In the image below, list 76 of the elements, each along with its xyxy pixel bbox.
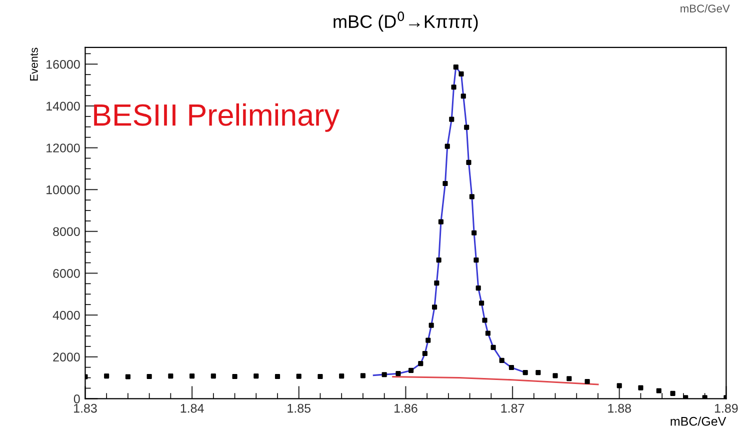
point [490,344,496,350]
x-tick-label: 1.87 [501,404,524,413]
point [670,390,676,396]
y-tick-label: 4000 [52,310,80,320]
point [458,71,464,76]
point [418,361,424,366]
x-tick-label: 1.86 [394,404,418,413]
point [190,374,195,379]
point [479,300,484,306]
y-tick-label: 12000 [46,144,80,152]
point [296,374,302,379]
point [522,370,528,376]
point [318,374,323,380]
y-tick-label: 16000 [46,60,80,69]
point [436,258,442,263]
point [474,258,479,263]
point [422,350,428,356]
x-tick-label: 1.84 [180,404,204,413]
point [146,374,152,380]
point [274,374,280,380]
point [683,395,688,399]
point [702,395,708,399]
point [469,194,474,200]
point [396,371,401,376]
y-tick-label: 6000 [53,269,80,278]
point [584,379,590,384]
point [566,376,572,382]
point [499,358,504,363]
point [638,385,644,390]
point [232,374,238,380]
point [485,330,490,336]
point [508,364,514,370]
x-tick-label: 1.83 [74,404,97,413]
y-tick-label: 0 [74,394,80,404]
point [656,388,662,394]
text: mBC/GeV [680,4,730,12]
x-axis-title: mBC/GeV [670,416,726,426]
point [444,144,450,149]
point [438,219,444,224]
y-tick-label: 14000 [46,102,80,111]
y-axis-title: Events [30,48,38,80]
point [460,94,466,99]
point [464,124,470,130]
line-series [392,376,599,386]
x-tick-label: 1.89 [714,404,738,413]
point [382,372,387,378]
point [360,373,366,378]
y-tick-label: 10000 [46,185,80,194]
point [254,374,259,379]
point [434,280,440,286]
point [482,318,488,323]
annotation: BESIII Preliminary [94,103,340,132]
y-tick-label: 8000 [53,227,80,236]
point [449,116,454,122]
x-tick-label: 1.85 [288,404,311,413]
point [536,370,541,376]
chart-title: mBC (D$^{0}$→Kπππ) [334,12,478,32]
point [339,374,344,379]
point [451,84,456,90]
point [210,374,216,379]
point [168,374,174,379]
point [442,180,448,186]
point [453,64,458,70]
point [428,322,434,328]
point [104,374,110,379]
point [432,304,438,310]
point [408,368,414,373]
y-tick-label: 2000 [53,352,80,362]
point [472,230,477,236]
point [426,338,431,343]
point [476,286,481,291]
point [552,373,558,378]
point [125,374,130,380]
point [466,160,472,165]
point [616,383,622,388]
x-tick-label: 1.88 [608,404,631,413]
